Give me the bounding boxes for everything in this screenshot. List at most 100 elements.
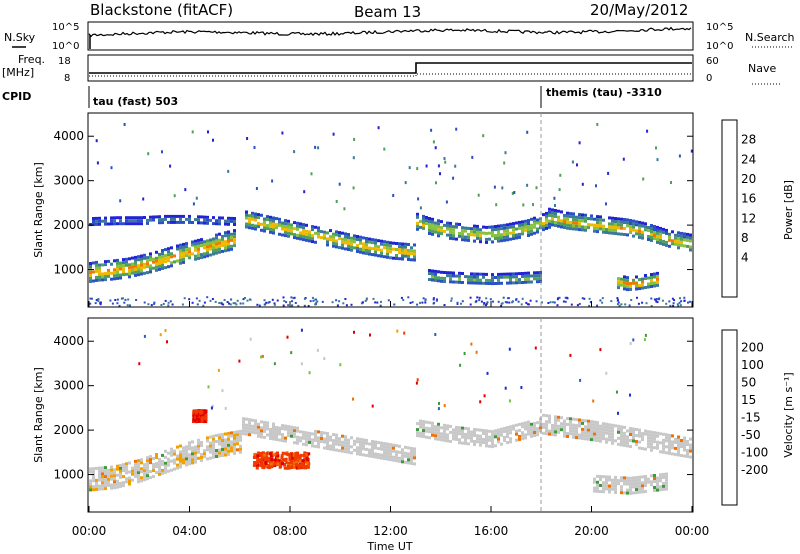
data-cell (290, 465, 294, 469)
speckle-cell (89, 297, 92, 300)
data-cell (329, 235, 332, 239)
data-cell (269, 227, 272, 231)
data-cell (503, 238, 506, 242)
data-cell (551, 223, 554, 227)
data-cell (143, 256, 146, 260)
data-cell (647, 442, 650, 446)
speckle-cell (336, 304, 339, 307)
data-cell (554, 415, 557, 419)
data-cell (689, 455, 692, 459)
speckle-cell (374, 301, 377, 304)
speckle-cell (559, 173, 562, 177)
velocity-data (89, 328, 692, 495)
data-cell (158, 460, 161, 464)
data-cell (263, 429, 266, 433)
data-cell (491, 234, 494, 238)
data-cell (584, 428, 587, 432)
speckle-cell (485, 304, 487, 307)
data-cell (119, 463, 122, 467)
data-cell (194, 411, 198, 415)
data-cell (212, 243, 215, 247)
data-cell (548, 225, 551, 229)
data-cell (476, 233, 479, 237)
data-cell (242, 432, 245, 436)
data-cell (668, 451, 671, 455)
data-cell (278, 465, 282, 469)
data-cell (446, 439, 449, 443)
data-cell (188, 447, 191, 451)
speckle-cell (665, 302, 668, 305)
data-cell (107, 480, 110, 484)
speckle-cell (331, 301, 334, 304)
data-cell (596, 218, 599, 222)
data-cell (392, 455, 395, 459)
y-tick-label: 4000 (53, 129, 84, 143)
speckle-cell (576, 304, 579, 307)
data-cell (398, 456, 401, 460)
data-cell (137, 258, 140, 262)
speckle-cell (371, 404, 374, 408)
data-cell (371, 440, 374, 443)
speckle-cell (443, 157, 446, 160)
data-cell (473, 272, 476, 276)
data-cell (545, 432, 548, 436)
data-cell (356, 446, 359, 450)
data-cell (512, 222, 515, 226)
data-cell (269, 454, 273, 458)
data-cell (224, 453, 227, 457)
data-cell (200, 441, 203, 444)
data-cell (206, 218, 209, 222)
data-cell (122, 484, 125, 488)
data-cell (377, 456, 380, 460)
noise-strip-frame (87, 21, 694, 51)
data-cell (641, 481, 644, 485)
speckle-cell (339, 363, 342, 367)
speckle-cell (455, 127, 458, 131)
data-cell (464, 432, 467, 436)
data-cell (158, 258, 161, 262)
data-cell (458, 274, 461, 278)
data-cell (548, 222, 551, 226)
data-cell (374, 238, 377, 242)
data-cell (632, 430, 635, 434)
data-cell (233, 436, 236, 440)
data-cell (170, 246, 173, 250)
data-cell (656, 479, 659, 483)
data-cell (596, 230, 599, 234)
data-cell (569, 432, 572, 436)
data-cell (164, 260, 167, 264)
speckle-cell (116, 298, 119, 301)
data-cell (461, 238, 464, 242)
data-cell (611, 228, 614, 232)
data-cell (272, 431, 275, 435)
data-cell (146, 265, 149, 269)
data-cell (89, 482, 92, 486)
data-cell (458, 426, 461, 430)
data-cell (569, 426, 572, 430)
data-cell (677, 435, 680, 439)
data-cell (437, 270, 440, 274)
data-cell (518, 437, 521, 441)
data-cell (515, 227, 518, 231)
data-cell (638, 434, 641, 438)
data-cell (440, 276, 443, 280)
data-cell (268, 452, 272, 456)
data-cell (413, 447, 416, 451)
data-cell (383, 243, 386, 247)
data-cell (332, 238, 335, 242)
data-cell (257, 428, 260, 432)
data-cell (359, 238, 362, 242)
data-cell (548, 210, 551, 214)
data-cell (386, 448, 389, 452)
speckle-cell (569, 353, 572, 357)
data-cell (620, 283, 623, 287)
data-cell (674, 446, 677, 450)
data-cell (167, 451, 170, 455)
data-cell (584, 225, 587, 229)
data-cell (428, 278, 431, 281)
data-cell (302, 226, 305, 230)
data-cell (533, 431, 536, 434)
speckle-cell (222, 303, 225, 306)
data-cell (197, 253, 200, 257)
data-cell (380, 441, 383, 445)
